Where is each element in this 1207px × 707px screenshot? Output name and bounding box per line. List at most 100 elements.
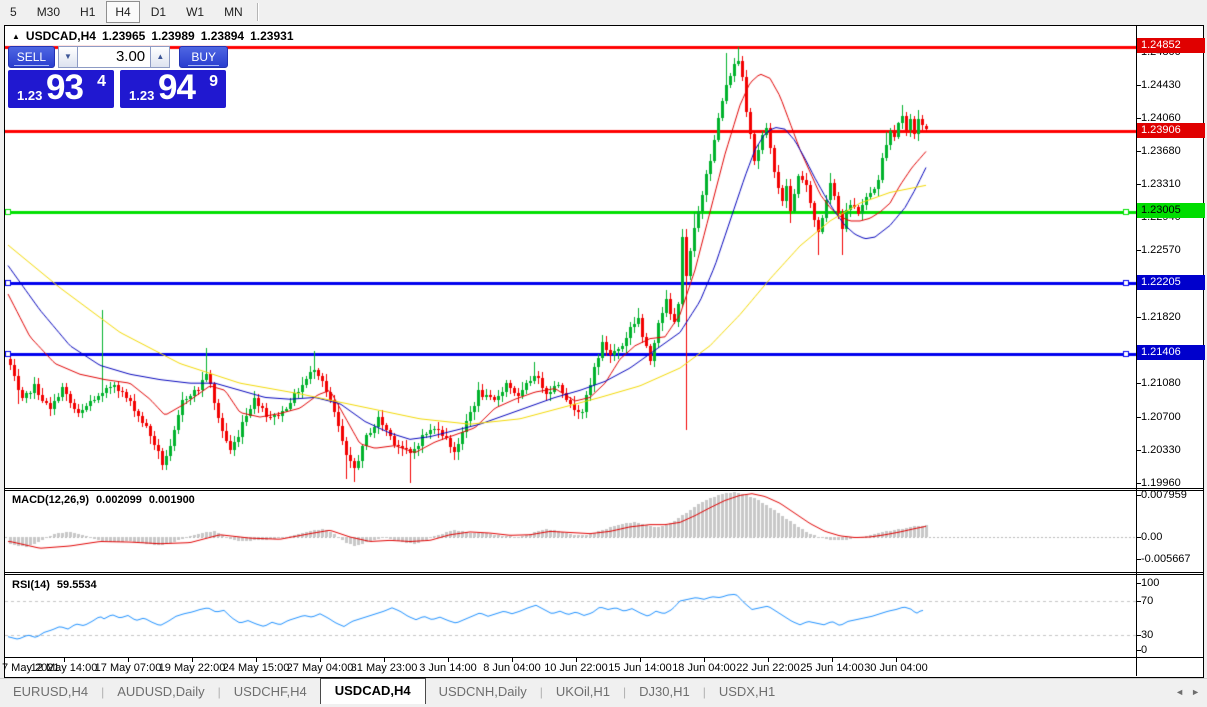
tf-button-M30[interactable]: M30 xyxy=(36,5,61,19)
scroll-tabs-left-button[interactable]: ◄ xyxy=(1175,687,1185,697)
tf-button-5[interactable]: 5 xyxy=(10,5,17,19)
chart-title: ▲ USDCAD,H4 1.23965 1.23989 1.23894 1.23… xyxy=(12,29,294,43)
time-tick-mark xyxy=(896,658,897,662)
panel-separator[interactable] xyxy=(5,488,1203,489)
sell-price-prefix: 1.23 xyxy=(17,88,43,103)
arrow-up-icon: ▲ xyxy=(156,52,165,61)
tab-separator: | xyxy=(702,685,706,699)
macd-tick-mark xyxy=(1137,537,1141,538)
price-tick-mark xyxy=(1137,450,1141,451)
price-tick-mark xyxy=(1137,417,1141,418)
price-tick-label: 1.21080 xyxy=(1141,377,1181,389)
sell-price-display[interactable]: 1.23 93 4 xyxy=(8,68,114,108)
time-tick-mark xyxy=(512,658,513,662)
price-tick-label: 1.21820 xyxy=(1141,311,1181,323)
ohlc-low: 1.23894 xyxy=(200,29,245,43)
price-tick-mark xyxy=(1137,250,1141,251)
chart-tab-UKOil-H1[interactable]: UKOil,H1 xyxy=(555,684,611,699)
time-tick-mark xyxy=(128,658,129,662)
buy-button[interactable]: BUY xyxy=(179,46,228,68)
price-tick-mark xyxy=(1137,85,1141,86)
macd-name: MACD(12,26,9) xyxy=(12,494,90,506)
time-tick-mark xyxy=(384,658,385,662)
time-tick-mark xyxy=(448,658,449,662)
rsi-value: 59.5534 xyxy=(56,579,97,591)
chart-tab-USDCNH-Daily[interactable]: USDCNH,Daily xyxy=(438,684,527,699)
time-tick-mark xyxy=(320,658,321,662)
rsi-tick-mark xyxy=(1137,583,1141,584)
chart-tab-USDCHF-H4[interactable]: USDCHF,H4 xyxy=(233,684,307,699)
chart-tab-EURUSD-H4[interactable]: EURUSD,H4 xyxy=(13,684,89,699)
price-tick-label: 1.24430 xyxy=(1141,79,1181,91)
price-badge: 1.23005 xyxy=(1137,203,1205,218)
volume-decrease-button[interactable]: ▼ xyxy=(57,46,79,68)
sell-button[interactable]: SELL xyxy=(8,46,55,68)
rsi-tick-label: 70 xyxy=(1141,595,1154,607)
price-badge: 1.23906 xyxy=(1137,123,1205,138)
rsi-name: RSI(14) xyxy=(12,579,50,591)
time-label: 22 Jun 22:00 xyxy=(736,662,800,674)
buy-price-prefix: 1.23 xyxy=(129,88,155,103)
time-tick-mark xyxy=(192,658,193,662)
chart-tab-AUDUSD-Daily[interactable]: AUDUSD,Daily xyxy=(117,684,205,699)
chart-tab-bar: EURUSD,H4 | AUDUSD,Daily | USDCHF,H4 USDCAD,H… xyxy=(0,678,1207,704)
scroll-tabs-right-button[interactable]: ► xyxy=(1191,687,1200,697)
price-tick-label: 1.20700 xyxy=(1141,411,1181,423)
rsi-tick-label: 100 xyxy=(1141,577,1160,589)
time-tick-mark xyxy=(256,658,257,662)
time-label: 12 May 14:00 xyxy=(30,662,98,674)
time-label: 10 Jun 22:00 xyxy=(544,662,608,674)
price-tick-mark xyxy=(1137,483,1141,484)
rsi-tick-label: 30 xyxy=(1141,629,1154,641)
buy-price-main: 94 xyxy=(158,68,196,107)
timeframe-toolbar: 5 M30 H1 H4 D1 W1 MN xyxy=(0,0,1207,24)
volume-input[interactable]: 3.00 xyxy=(78,46,151,68)
tf-button-MN[interactable]: MN xyxy=(224,5,243,19)
symbol-label: USDCAD,H4 xyxy=(25,29,96,43)
sell-price-pip: 4 xyxy=(97,73,106,90)
rsi-panel-canvas[interactable] xyxy=(5,575,1136,657)
panel-separator[interactable] xyxy=(5,572,1203,573)
time-label: 15 Jun 14:00 xyxy=(608,662,672,674)
chart-tab-DJ30-H1[interactable]: DJ30,H1 xyxy=(639,684,690,699)
tf-button-H1[interactable]: H1 xyxy=(80,5,96,19)
time-label: 19 May 22:00 xyxy=(158,662,226,674)
tf-button-W1[interactable]: W1 xyxy=(186,5,205,19)
time-label: 24 May 15:00 xyxy=(222,662,290,674)
time-label: 27 May 04:00 xyxy=(286,662,354,674)
buy-price-pip: 9 xyxy=(209,73,218,90)
sell-button-label: SELL xyxy=(13,50,50,66)
time-label: 25 Jun 14:00 xyxy=(800,662,864,674)
chart-tab-USDX-H1[interactable]: USDX,H1 xyxy=(718,684,776,699)
volume-increase-button[interactable]: ▲ xyxy=(150,46,171,68)
buy-price-display[interactable]: 1.23 94 9 xyxy=(120,68,226,108)
time-label: 17 May 07:00 xyxy=(94,662,162,674)
time-label: 31 May 23:00 xyxy=(350,662,418,674)
chart-tab-USDCAD-H4[interactable]: USDCAD,H4 xyxy=(319,678,426,704)
collapse-triangle-icon[interactable]: ▲ xyxy=(12,31,20,41)
price-badge: 1.21406 xyxy=(1137,345,1205,360)
time-label: 3 Jun 14:00 xyxy=(419,662,477,674)
time-label: 8 Jun 04:00 xyxy=(483,662,541,674)
price-tick-label: 1.23680 xyxy=(1141,145,1181,157)
macd-tick-mark xyxy=(1137,559,1141,560)
macd-panel-canvas[interactable] xyxy=(5,491,1136,572)
tf-button-D1[interactable]: D1 xyxy=(150,5,167,19)
tf-button-H4[interactable]: H4 xyxy=(106,1,140,23)
time-tick-mark xyxy=(704,658,705,662)
rsi-tick-mark xyxy=(1137,601,1141,602)
time-label: 18 Jun 04:00 xyxy=(672,662,736,674)
tab-separator: | xyxy=(101,685,105,699)
price-badge: 1.24852 xyxy=(1137,38,1205,53)
macd-tick-mark xyxy=(1137,495,1141,496)
ohlc-high: 1.23989 xyxy=(151,29,195,43)
time-label: 30 Jun 04:00 xyxy=(864,662,928,674)
price-tick-label: 1.23310 xyxy=(1141,178,1181,190)
macd-label: MACD(12,26,9) 0.002099 0.001900 xyxy=(12,494,195,506)
buy-button-label: BUY xyxy=(188,50,220,66)
macd-tick-label: -0.005667 xyxy=(1141,553,1191,565)
price-tick-mark xyxy=(1137,184,1141,185)
price-tick-label: 1.19960 xyxy=(1141,477,1181,489)
one-click-trade-panel: SELL ▼ 3.00 ▲ BUY 1.23 93 4 1.23 94 9 xyxy=(8,46,228,108)
